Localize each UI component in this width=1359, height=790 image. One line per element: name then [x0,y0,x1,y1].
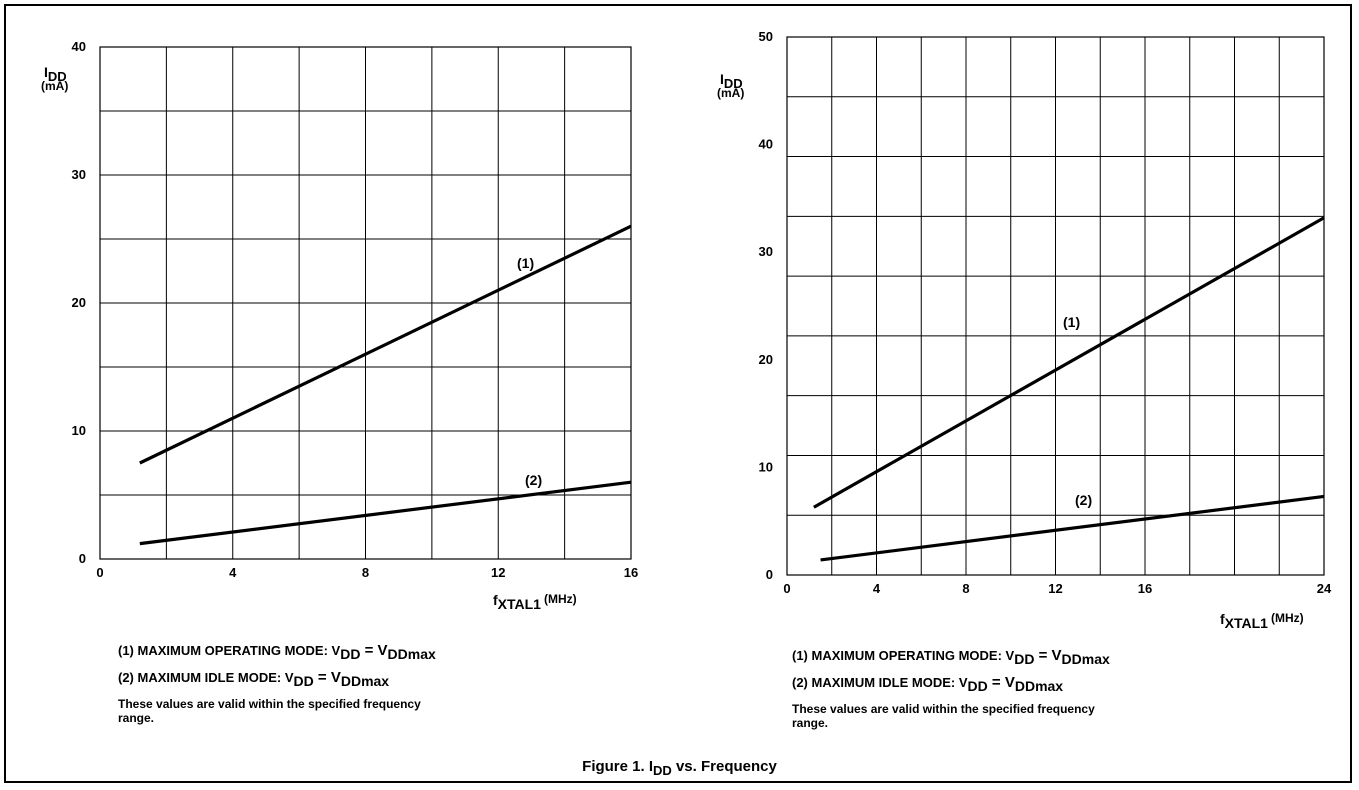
y-tick-label: 20 [72,295,86,310]
y-axis-label: IDD [44,64,67,84]
x-axis-label-sub: XTAL1 [498,596,542,612]
y-axis-label: IDD [720,71,743,91]
chart-left: 0 10 20 30 40 0 4 8 12 16 IDD(mA) fXTAL1 (MHz) (1) (2) [41,39,638,612]
figure-frame [4,4,1352,783]
x-axis-label: fXTAL1 (MHz) [493,592,577,612]
plot-area-border [99,46,632,560]
y-tick-label: 10 [72,423,86,438]
series-line-1 [139,224,632,465]
note-operating-mode: (1) MAXIMUM OPERATING MODE: VDD = VDDmax [792,647,1110,667]
x-axis-unit: (MHz) [1271,611,1304,625]
x-tick-label: 0 [783,581,790,596]
x-axis-label-main: f [493,592,498,608]
x-tick-label: 12 [1048,581,1062,596]
x-axis-label-main: f [1220,611,1225,627]
notes-right: (1) MAXIMUM OPERATING MODE: VDD = VDDmax… [792,648,1122,730]
x-axis-label-sub: XTAL1 [1225,615,1269,631]
note-idle-mode: (2) MAXIMUM IDLE MODE: VDD = VDDmax [792,674,1064,694]
y-tick-label: 0 [79,551,86,566]
series-label-1: (1) [517,255,534,271]
x-tick-label: 12 [491,565,505,580]
y-axis-unit: (mA) [41,79,68,93]
y-tick-label: 30 [759,244,773,259]
y-tick-label: 20 [759,352,773,367]
series-label-1: (1) [1063,314,1080,330]
y-axis-label-sub: DD [48,69,67,84]
note-validity: These values are valid within the specif… [792,702,1095,730]
x-tick-label: 16 [624,565,638,580]
series-label-2: (2) [525,472,542,488]
x-tick-label: 4 [229,565,237,580]
x-axis-unit: (MHz) [544,592,577,606]
series-line-2 [139,480,632,546]
note-validity: These values are valid within the specif… [118,697,421,725]
chart-right: 0 10 20 30 40 50 0 4 8 12 16 24 IDD(mA) fXTAL1 (MHz) (1… [717,29,1332,631]
y-tick-label: 50 [759,29,773,44]
y-tick-label: 0 [766,567,773,582]
y-axis-label-main: I [720,71,724,87]
y-tick-label: 10 [759,459,773,474]
plot-area-border [786,36,1325,576]
y-tick-label: 30 [72,167,86,182]
x-axis-label: fXTAL1 (MHz) [1220,611,1304,631]
x-tick-label: 24 [1317,581,1332,596]
y-axis-unit: (mA) [717,86,744,100]
notes-left: (1) MAXIMUM OPERATING MODE: VDD = VDDmax… [118,643,438,725]
x-tick-label: 8 [962,581,969,596]
figure-caption: Figure 1. IDD vs. Frequency [582,758,777,778]
y-tick-label: 40 [72,39,86,54]
y-axis-label-sub: DD [724,76,743,91]
series-line-2 [820,494,1325,562]
x-tick-label: 4 [873,581,881,596]
x-tick-label: 16 [1138,581,1152,596]
x-tick-label: 0 [96,565,103,580]
y-axis-label-main: I [44,64,48,80]
note-idle-mode: (2) MAXIMUM IDLE MODE: VDD = VDDmax [118,669,390,689]
y-tick-label: 40 [759,137,773,152]
series-line-1 [813,216,1325,509]
series-label-2: (2) [1075,492,1092,508]
x-tick-label: 8 [362,565,369,580]
note-operating-mode: (1) MAXIMUM OPERATING MODE: VDD = VDDmax [118,642,436,662]
